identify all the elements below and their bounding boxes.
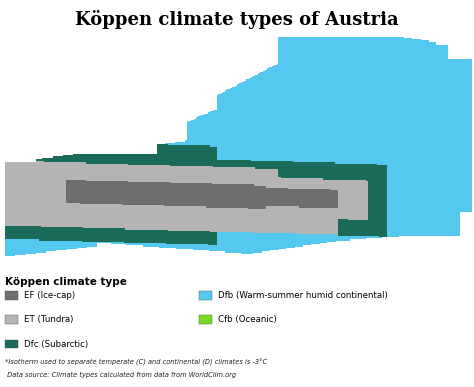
FancyBboxPatch shape <box>199 291 212 300</box>
FancyBboxPatch shape <box>5 315 18 324</box>
Text: Dfb (Warm-summer humid continental): Dfb (Warm-summer humid continental) <box>218 291 388 300</box>
Text: ET (Tundra): ET (Tundra) <box>24 315 73 324</box>
Text: Köppen climate type: Köppen climate type <box>5 277 127 287</box>
Text: EF (Ice-cap): EF (Ice-cap) <box>24 291 75 300</box>
Text: *Isotherm used to separate temperate (C) and continental (D) climates is -3°C: *Isotherm used to separate temperate (C)… <box>5 358 267 366</box>
Text: Dfc (Subarctic): Dfc (Subarctic) <box>24 339 88 349</box>
FancyBboxPatch shape <box>5 291 18 300</box>
Text: Köppen climate types of Austria: Köppen climate types of Austria <box>75 10 399 29</box>
FancyBboxPatch shape <box>199 315 212 324</box>
Text: Data source: Climate types calculated from data from WorldClim.org: Data source: Climate types calculated fr… <box>5 372 236 378</box>
FancyBboxPatch shape <box>5 340 18 348</box>
Text: Cfb (Oceanic): Cfb (Oceanic) <box>218 315 277 324</box>
